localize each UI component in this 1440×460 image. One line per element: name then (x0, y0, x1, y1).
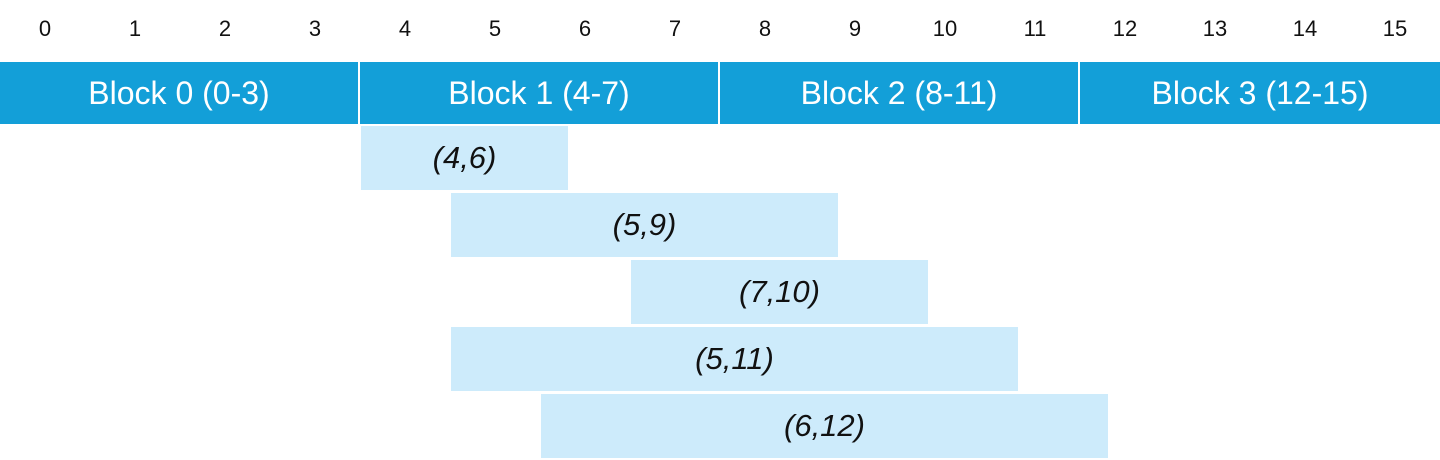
index-tick: 6 (578, 16, 592, 41)
index-tick: 0 (38, 16, 52, 41)
index-tick: 3 (308, 16, 322, 41)
range-bar: (6,12) (541, 394, 1108, 458)
index-tick: 1 (128, 16, 142, 41)
range-bar: (5,11) (451, 327, 1018, 391)
index-tick: 11 (1023, 16, 1047, 41)
range-bar: (4,6) (361, 126, 568, 190)
block-3: Block 3 (12-15) (1080, 62, 1440, 124)
index-tick: 8 (758, 16, 772, 41)
index-tick: 15 (1382, 16, 1408, 41)
index-tick: 14 (1292, 16, 1318, 41)
index-tick: 9 (848, 16, 862, 41)
range-bar: (5,9) (451, 193, 838, 257)
index-tick: 12 (1112, 16, 1138, 41)
index-tick: 2 (218, 16, 232, 41)
range-bar: (7,10) (631, 260, 928, 324)
index-tick: 7 (668, 16, 682, 41)
block-0: Block 0 (0-3) (0, 62, 360, 124)
block-2: Block 2 (8-11) (720, 62, 1080, 124)
index-tick: 4 (398, 16, 412, 41)
block-1: Block 1 (4-7) (360, 62, 720, 124)
index-tick: 13 (1202, 16, 1228, 41)
index-tick: 10 (932, 16, 958, 41)
index-tick: 5 (488, 16, 502, 41)
